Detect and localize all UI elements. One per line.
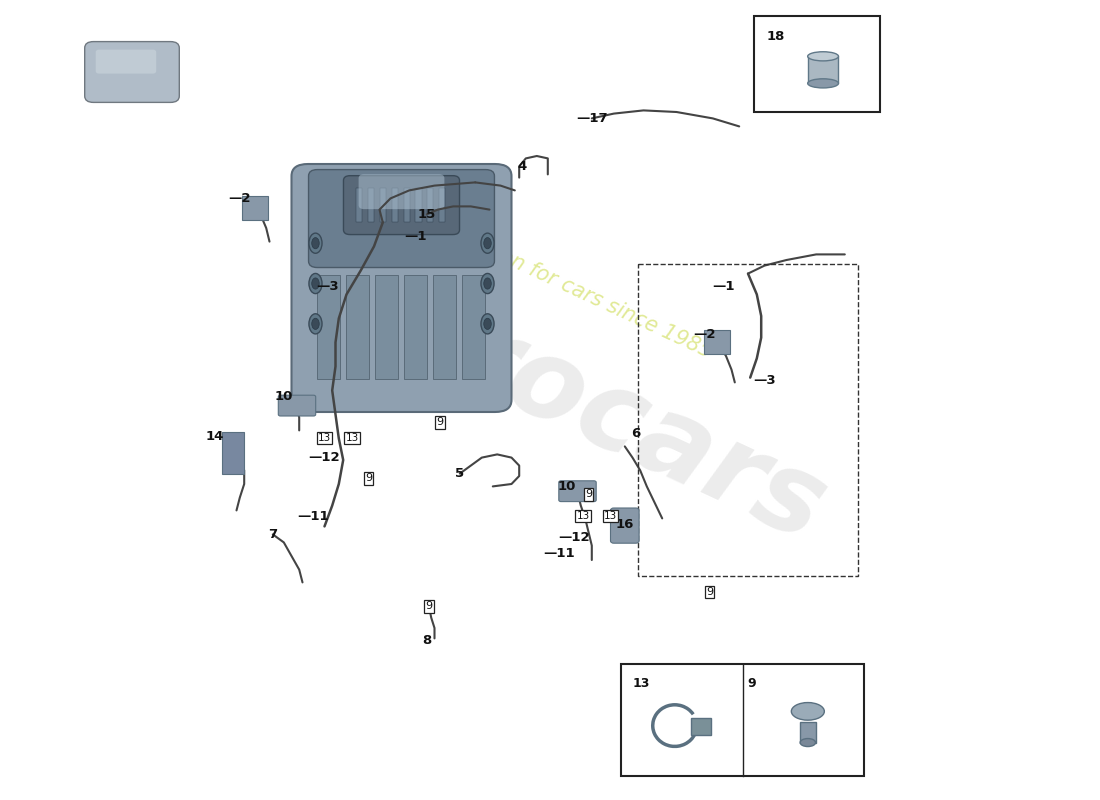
Bar xyxy=(427,188,433,222)
Bar xyxy=(222,432,244,474)
Text: 9: 9 xyxy=(585,490,592,499)
Text: 13: 13 xyxy=(576,511,590,521)
Text: —3: —3 xyxy=(754,374,776,386)
Text: 18: 18 xyxy=(767,30,785,43)
Text: —2: —2 xyxy=(229,192,251,205)
Bar xyxy=(356,188,362,222)
Bar xyxy=(392,188,398,222)
Ellipse shape xyxy=(311,278,319,289)
Text: 13: 13 xyxy=(604,511,617,521)
Ellipse shape xyxy=(309,274,322,294)
Text: 9: 9 xyxy=(437,418,443,427)
Text: 16: 16 xyxy=(616,518,634,530)
Ellipse shape xyxy=(484,318,492,330)
FancyBboxPatch shape xyxy=(85,42,179,102)
Text: 13: 13 xyxy=(318,434,331,443)
Bar xyxy=(242,196,268,220)
Bar xyxy=(416,188,421,222)
Text: —2: —2 xyxy=(693,328,715,341)
FancyBboxPatch shape xyxy=(610,508,639,543)
Ellipse shape xyxy=(481,314,494,334)
Ellipse shape xyxy=(807,78,838,88)
Ellipse shape xyxy=(309,314,322,334)
Bar xyxy=(379,188,386,222)
Bar xyxy=(433,275,455,379)
FancyBboxPatch shape xyxy=(96,50,156,74)
Text: 5: 5 xyxy=(455,467,464,480)
Ellipse shape xyxy=(481,233,494,254)
Text: 10: 10 xyxy=(558,480,575,493)
Text: —1: —1 xyxy=(713,280,735,293)
Text: 10: 10 xyxy=(275,390,293,402)
Text: 4: 4 xyxy=(518,160,527,173)
FancyBboxPatch shape xyxy=(292,164,512,412)
Ellipse shape xyxy=(484,278,492,289)
Text: —17: —17 xyxy=(576,112,607,125)
Text: —12: —12 xyxy=(559,531,590,544)
Ellipse shape xyxy=(481,274,494,294)
Text: eurocars: eurocars xyxy=(301,236,843,564)
Bar xyxy=(405,275,427,379)
Ellipse shape xyxy=(800,738,815,746)
Ellipse shape xyxy=(791,702,824,720)
Text: 15: 15 xyxy=(418,208,436,221)
Bar xyxy=(621,664,864,776)
Text: 9: 9 xyxy=(426,602,432,611)
Text: —1: —1 xyxy=(405,230,427,242)
Text: —3: —3 xyxy=(317,280,339,293)
Text: —11: —11 xyxy=(298,510,329,522)
Text: 13: 13 xyxy=(632,677,650,690)
Ellipse shape xyxy=(484,238,492,249)
Bar xyxy=(638,264,858,576)
FancyBboxPatch shape xyxy=(308,170,495,267)
Bar xyxy=(439,188,446,222)
Text: 9: 9 xyxy=(747,677,756,690)
Bar xyxy=(368,188,374,222)
FancyBboxPatch shape xyxy=(343,176,460,234)
Bar xyxy=(346,275,368,379)
Text: 6: 6 xyxy=(631,427,640,440)
FancyBboxPatch shape xyxy=(278,395,316,416)
Ellipse shape xyxy=(311,318,319,330)
Bar xyxy=(704,330,730,354)
Bar xyxy=(754,16,880,112)
Text: 14: 14 xyxy=(206,430,223,442)
Ellipse shape xyxy=(311,238,319,249)
FancyBboxPatch shape xyxy=(559,481,596,502)
Text: —11: —11 xyxy=(543,547,574,560)
Ellipse shape xyxy=(309,233,322,254)
Text: 7: 7 xyxy=(268,528,277,541)
Bar xyxy=(800,722,815,742)
Bar xyxy=(318,275,340,379)
Text: 13: 13 xyxy=(345,434,359,443)
Text: 9: 9 xyxy=(365,474,372,483)
Bar xyxy=(375,275,398,379)
FancyBboxPatch shape xyxy=(359,174,444,209)
Bar xyxy=(404,188,409,222)
Text: 9: 9 xyxy=(706,587,713,597)
Bar xyxy=(462,275,485,379)
Ellipse shape xyxy=(807,52,838,61)
Text: 8: 8 xyxy=(422,634,431,646)
Text: —12: —12 xyxy=(309,451,340,464)
Bar xyxy=(691,718,711,735)
Text: a passion for cars since 1985: a passion for cars since 1985 xyxy=(429,214,715,362)
Bar xyxy=(807,56,838,83)
